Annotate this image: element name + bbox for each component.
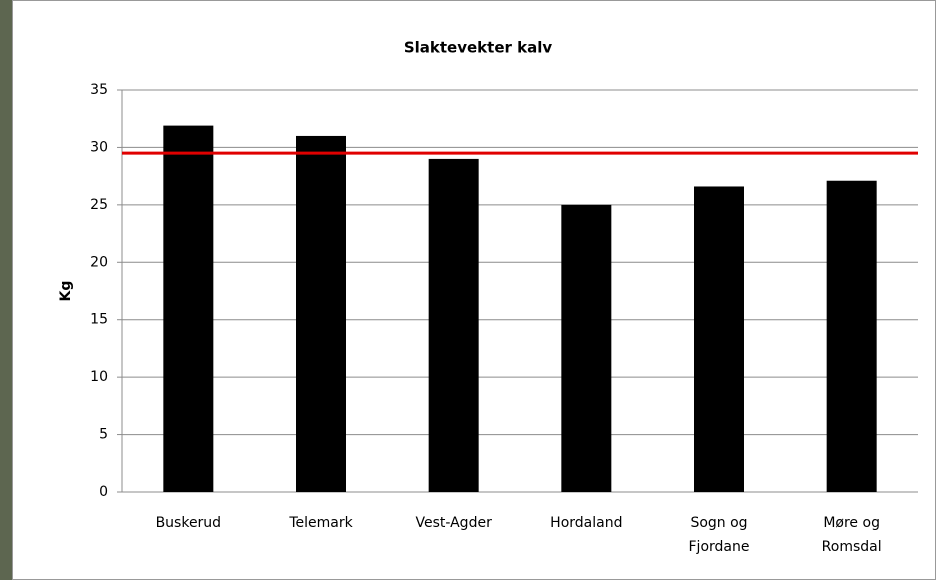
bar <box>428 158 479 492</box>
bar <box>163 125 214 492</box>
y-tick-label: 15 <box>90 312 108 328</box>
bar <box>561 204 612 492</box>
y-tick-label: 25 <box>90 197 108 213</box>
x-tick-label: Telemark <box>289 515 353 531</box>
y-tick-label: 0 <box>99 484 108 500</box>
bar <box>694 186 744 493</box>
x-tick-label: Hordaland <box>550 515 623 531</box>
bar <box>296 135 346 492</box>
y-tick-label: 35 <box>90 82 108 98</box>
y-tick-label: 20 <box>90 254 108 270</box>
chart-title: Slaktevekter kalv <box>404 39 553 57</box>
y-tick-label: 5 <box>99 427 108 443</box>
x-tick-label: Møre og Romsdal <box>821 515 882 555</box>
bar <box>826 180 877 493</box>
x-tick-label: Sogn og Fjordane <box>688 515 750 555</box>
y-tick-label: 10 <box>90 369 108 385</box>
y-axis-label: Kg <box>58 281 74 302</box>
x-tick-label: Vest-Agder <box>415 515 492 531</box>
x-tick-label: Buskerud <box>155 515 222 531</box>
y-tick-label: 30 <box>90 139 108 155</box>
